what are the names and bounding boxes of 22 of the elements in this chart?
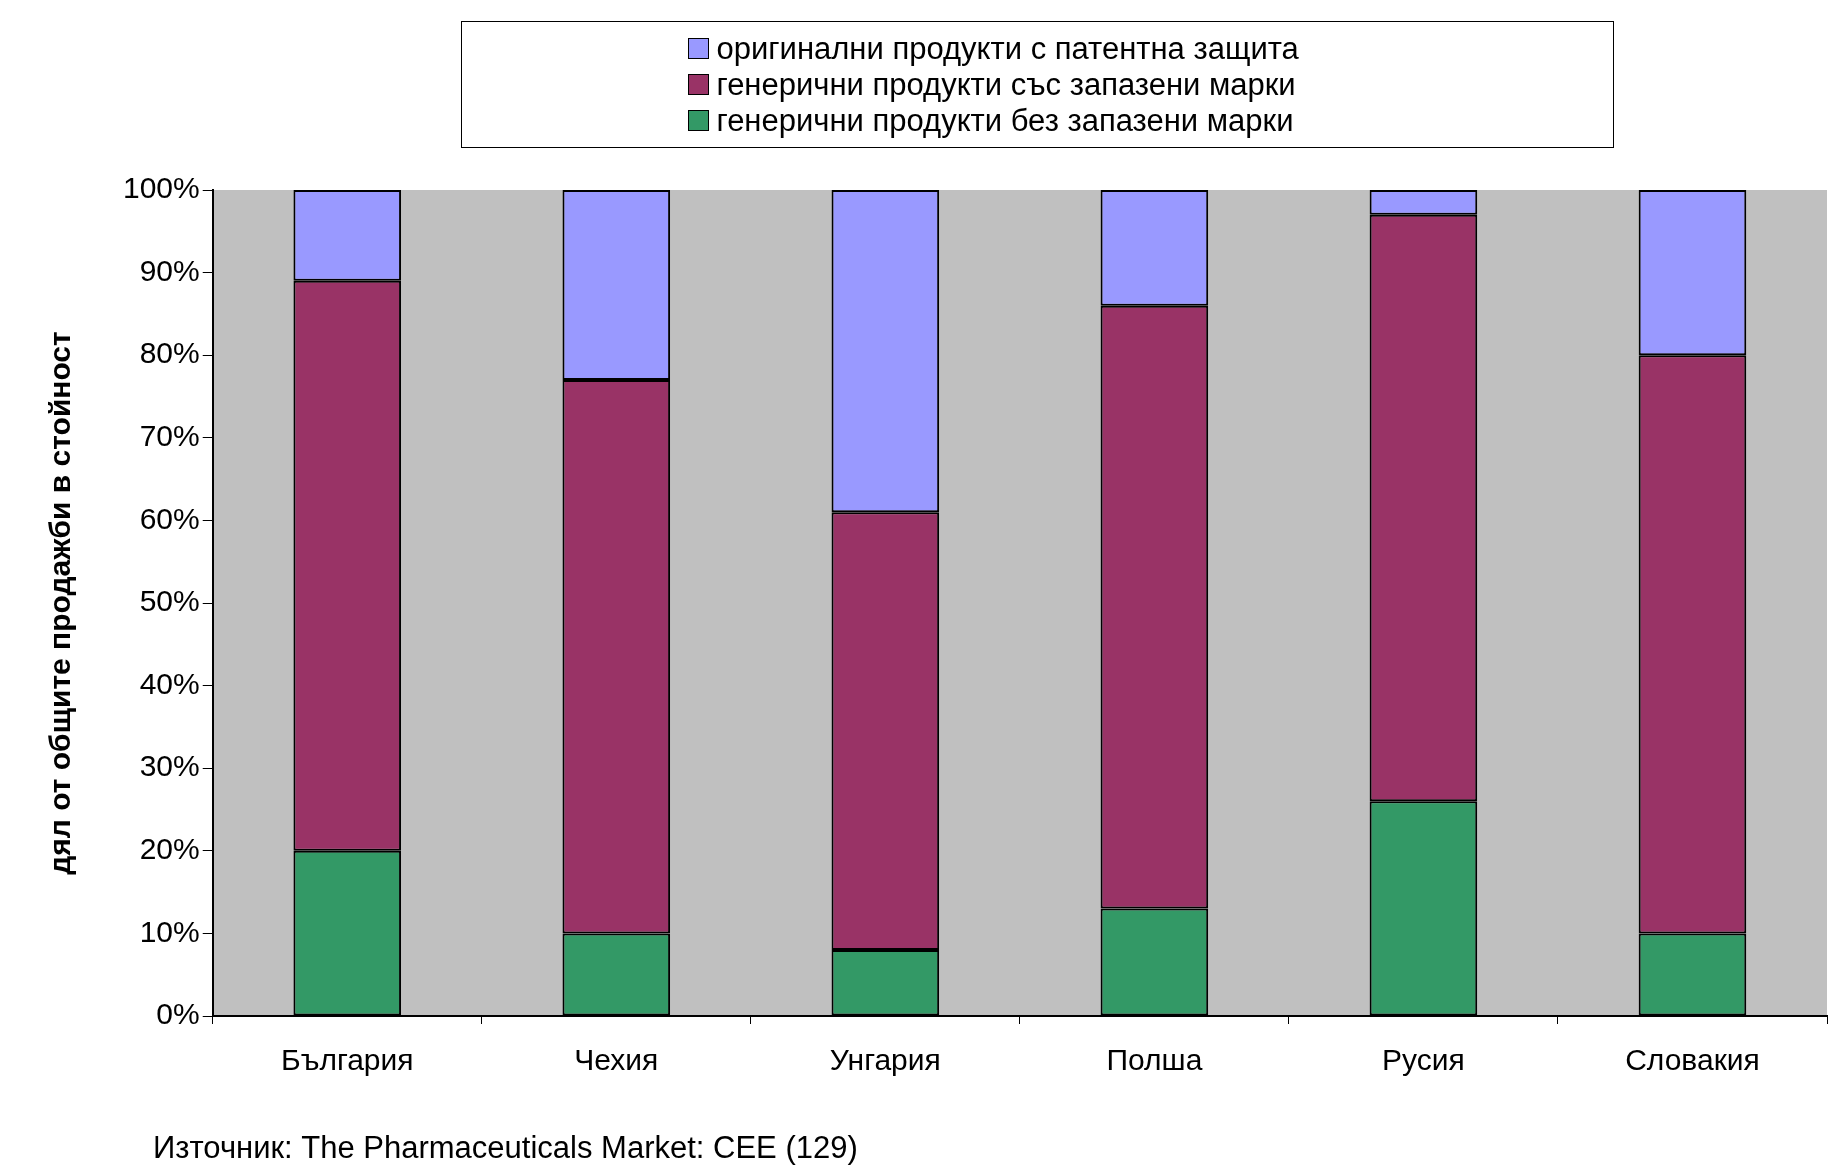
y-tick-label: 90% — [139, 253, 200, 287]
x-tick-label: България — [280, 1043, 414, 1077]
y-tick-label: 80% — [139, 336, 200, 370]
y-tick-label: 40% — [139, 666, 200, 700]
x-tick-label: Унгария — [829, 1043, 941, 1077]
y-tick-label: 20% — [139, 832, 200, 866]
y-tick-label: 60% — [139, 501, 200, 535]
y-tick-label: 30% — [139, 749, 200, 783]
y-tick-label: 70% — [139, 419, 200, 453]
x-tick-label: Чехия — [574, 1043, 659, 1077]
y-tick-label: 0% — [156, 997, 200, 1031]
x-tick-label: Русия — [1382, 1043, 1465, 1077]
y-axis-title: дял от общите продажби в стойност — [43, 331, 77, 875]
legend-label: генерични продукти със запазени марки — [716, 66, 1296, 103]
y-tick-label: 100% — [122, 171, 200, 205]
x-tick-label: Словакия — [1625, 1043, 1760, 1077]
text: Източник: The Pharmaceuticals Market: CEE (129) — [153, 1130, 858, 1165]
x-tick-label: Полша — [1106, 1043, 1203, 1077]
y-tick-label: 50% — [139, 584, 200, 618]
y-tick-label: 10% — [139, 914, 200, 948]
legend-label: оригинални продукти с патентна защита — [716, 30, 1299, 67]
legend-label: генерични продукти без запазени марки — [716, 102, 1294, 139]
